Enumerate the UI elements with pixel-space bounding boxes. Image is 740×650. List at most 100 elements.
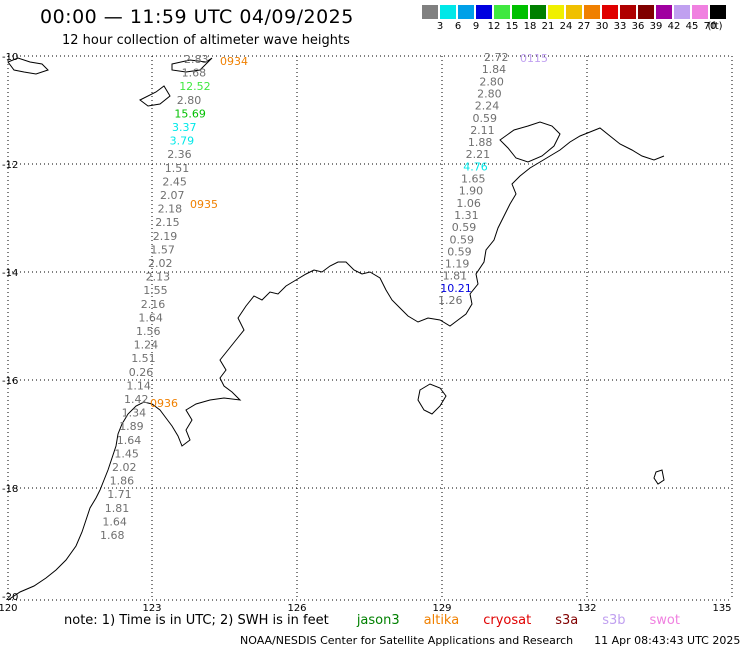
latitude-label: -12 <box>2 160 18 171</box>
wave-height-value: 0.59 <box>450 233 475 246</box>
wave-height-value: 1.42 <box>124 393 149 406</box>
wave-height-value: 1.64 <box>102 515 127 528</box>
wave-height-value: 2.19 <box>153 230 178 243</box>
legend-label: 39 <box>649 21 663 32</box>
longitude-label: 123 <box>142 603 161 614</box>
satellite-name: jason3 <box>356 613 400 628</box>
legend-label: 24 <box>559 21 573 32</box>
legend-label: 27 <box>577 21 591 32</box>
legend-swatch <box>638 5 655 19</box>
legend-swatch <box>512 5 529 19</box>
legend-swatch <box>602 5 619 19</box>
wave-height-value: 1.65 <box>461 173 486 186</box>
wave-height-value: 1.06 <box>456 197 481 210</box>
legend-swatch <box>656 5 673 19</box>
wave-height-value: 1.45 <box>114 447 138 460</box>
footnote: note: 1) Time is in UTC; 2) SWH is in fe… <box>64 613 680 628</box>
legend-swatch <box>422 5 439 19</box>
latitude-label: -14 <box>2 268 18 279</box>
wave-height-value: 1.89 <box>119 420 144 433</box>
legend-label: 15 <box>505 21 519 32</box>
credit-timestamp: 11 Apr 08:43:43 UTC 2025 <box>594 634 740 647</box>
wave-height-value: 3.79 <box>170 135 195 148</box>
latitude-label: -20 <box>2 592 18 603</box>
legend-label: 45 <box>685 21 699 32</box>
legend-swatch <box>710 5 727 19</box>
wave-height-value: 2.24 <box>475 100 500 113</box>
legend-swatch <box>674 5 691 19</box>
wave-height-value: 1.68 <box>182 67 207 80</box>
legend-label: 42 <box>667 21 681 32</box>
wave-height-value: 2.02 <box>148 257 173 270</box>
wave-height-value: 1.19 <box>445 258 470 271</box>
latitude-label: -18 <box>2 484 18 495</box>
longitude-label: 126 <box>287 603 306 614</box>
legend-label: 3 <box>436 21 444 32</box>
wave-height-value: 1.68 <box>100 529 125 542</box>
wave-height-value: 1.64 <box>138 311 163 324</box>
wave-height-value: 1.24 <box>134 339 159 352</box>
wave-height-value: 1.84 <box>482 63 507 76</box>
satellite-name: swot <box>649 613 680 628</box>
wave-height-value: 2.80 <box>479 75 504 88</box>
coastline <box>7 57 665 601</box>
wave-height-value: 2.11 <box>470 124 495 137</box>
legend-swatch <box>566 5 583 19</box>
legend-label: 36 <box>631 21 645 32</box>
wave-height-value: 2.18 <box>158 203 183 216</box>
wave-height-value: 10.21 <box>440 282 472 295</box>
wave-height-value: 2.80 <box>177 94 202 107</box>
wave-height-value: 2.13 <box>146 271 171 284</box>
legend-swatch <box>494 5 511 19</box>
wave-height-value: 1.64 <box>117 434 142 447</box>
wave-height-value: 0.59 <box>473 112 498 125</box>
legend-label: 21 <box>541 21 555 32</box>
wave-height-value: 2.07 <box>160 189 185 202</box>
legend-swatch <box>548 5 565 19</box>
wave-height-value: 12.52 <box>179 80 211 93</box>
wave-height-value: 2.80 <box>477 87 502 100</box>
wave-height-value: 4.76 <box>463 160 488 173</box>
legend-label: 12 <box>487 21 501 32</box>
wave-height-value: 0.26 <box>129 366 154 379</box>
wave-height-value: 1.51 <box>131 352 156 365</box>
longitude-label: 129 <box>432 603 451 614</box>
wave-height-value: 1.57 <box>150 243 175 256</box>
map-title: 00:00 — 11:59 UTC 04/09/2025 <box>40 6 354 28</box>
legend-swatch <box>458 5 475 19</box>
latitude-label: -10 <box>2 52 18 63</box>
legend-label: 33 <box>613 21 627 32</box>
map-subtitle: 12 hour collection of altimeter wave hei… <box>62 33 350 48</box>
satellite-name: cryosat <box>483 613 532 628</box>
note-text: note: 1) Time is in UTC; 2) SWH is in fe… <box>64 613 329 628</box>
legend-swatch <box>476 5 493 19</box>
legend-label: 9 <box>472 21 480 32</box>
legend-swatch <box>692 5 709 19</box>
credit-org: NOAA/NESDIS Center for Satellite Applica… <box>240 634 574 647</box>
satellite-name: s3a <box>555 613 579 628</box>
wave-height-value: 1.56 <box>136 325 161 338</box>
legend-swatch <box>440 5 457 19</box>
legend-swatch <box>530 5 547 19</box>
pass-time-label: 0935 <box>190 198 218 211</box>
wave-height-value: 0.59 <box>452 221 477 234</box>
legend-label: 18 <box>523 21 537 32</box>
legend-unit: (ft) <box>707 21 723 32</box>
legend-label: 30 <box>595 21 609 32</box>
longitude-label: 132 <box>577 603 596 614</box>
credit-line: NOAA/NESDIS Center for Satellite Applica… <box>240 634 740 647</box>
satellite-name: s3b <box>602 613 626 628</box>
wave-height-value: 1.26 <box>438 294 463 307</box>
satellite-name: altika <box>423 613 460 628</box>
wave-height-value: 2.36 <box>167 148 192 161</box>
wave-height-value: 1.55 <box>143 284 168 297</box>
pass-time-label: 0936 <box>150 397 178 410</box>
wave-height-value: 1.14 <box>126 379 150 392</box>
wave-height-value: 15.69 <box>174 107 206 120</box>
legend-label: 6 <box>454 21 462 32</box>
wave-height-value: 1.34 <box>122 407 147 420</box>
latitude-label: -16 <box>2 376 18 387</box>
wave-height-value: 1.31 <box>454 209 479 222</box>
wave-height-value: 3.37 <box>172 121 197 134</box>
